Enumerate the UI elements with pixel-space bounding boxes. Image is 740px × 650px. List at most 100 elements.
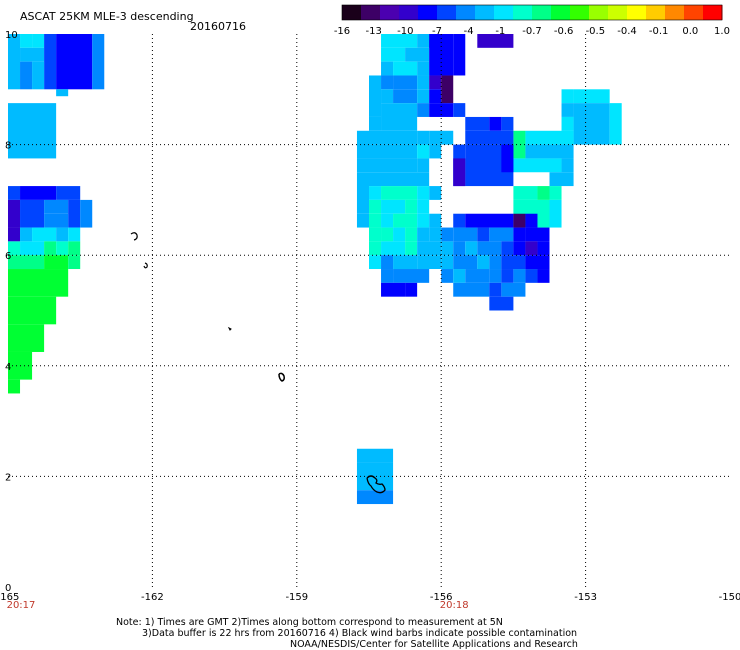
wind-cell: [489, 296, 514, 311]
colorbar-swatch: [646, 5, 666, 20]
wind-cell: [44, 199, 69, 214]
wind-cell: [453, 269, 466, 283]
wind-cell: [513, 186, 538, 200]
wind-cell: [477, 34, 514, 48]
wind-cell: [537, 241, 550, 256]
wind-cell: [393, 213, 418, 228]
colorbar-tick-label: -16: [334, 26, 350, 37]
wind-cell: [453, 213, 466, 228]
wind-cell: [68, 241, 81, 256]
wind-cell: [477, 255, 490, 270]
wind-cell: [369, 241, 382, 256]
wind-cell: [429, 144, 442, 159]
wind-cell: [501, 269, 514, 283]
wind-cell: [381, 186, 418, 200]
wind-data-cells: [8, 34, 622, 505]
colorbar-swatch: [703, 5, 723, 20]
colorbar: [341, 4, 723, 21]
colorbar-tick-label: -0.7: [522, 26, 542, 37]
wind-cell: [8, 186, 21, 200]
wind-cell: [525, 269, 538, 283]
measurement-time-label: 20:17: [7, 600, 36, 611]
wind-cell: [561, 116, 574, 131]
colorbar-swatch: [684, 5, 704, 20]
wind-cell: [417, 75, 430, 90]
colorbar-tick-label: -0.4: [617, 26, 637, 37]
wind-cell: [68, 255, 81, 270]
colorbar-swatch: [361, 5, 381, 20]
wind-cell: [68, 227, 81, 242]
wind-cell: [573, 103, 610, 145]
colorbar-tick-label: -0.1: [649, 26, 669, 37]
wind-cell: [405, 47, 430, 62]
colorbar-swatch: [380, 5, 400, 20]
wind-cell: [453, 34, 466, 76]
wind-cell: [56, 227, 69, 242]
island-outline: [278, 372, 285, 382]
wind-cell: [561, 89, 574, 104]
wind-cell: [513, 130, 526, 159]
wind-cell: [417, 255, 442, 270]
island-outline: [130, 232, 138, 241]
wind-cell: [513, 158, 562, 173]
wind-cell: [356, 462, 394, 491]
wind-cell: [8, 227, 21, 242]
wind-cell: [417, 158, 430, 173]
wind-cell: [525, 241, 538, 256]
wind-cell: [56, 34, 93, 90]
wind-cell: [369, 144, 418, 159]
wind-cell: [465, 116, 490, 131]
note-line-2: 3)Data buffer is 22 hrs from 20160716 4)…: [142, 628, 577, 639]
wind-cell: [20, 241, 45, 256]
wind-cell: [20, 34, 33, 48]
longitude-tick-labels: -165 -162 -159 -156 -153 -150: [0, 592, 740, 603]
wind-cell: [513, 213, 526, 228]
wind-cell: [393, 61, 418, 76]
wind-cell: [417, 227, 430, 242]
colorbar-swatch: [513, 5, 533, 20]
wind-cell: [453, 241, 466, 256]
wind-cell: [417, 213, 430, 228]
latitude-tick-label: 8: [5, 141, 11, 152]
wind-cell: [429, 227, 442, 242]
wind-cell: [381, 241, 406, 256]
wind-cell: [549, 199, 562, 228]
wind-cell: [465, 213, 514, 228]
wind-cell: [405, 241, 418, 256]
latitude-tick-label: 2: [5, 472, 11, 483]
wind-cell: [356, 158, 369, 173]
wind-cell: [32, 34, 45, 48]
wind-cell: [393, 89, 418, 104]
wind-cell: [489, 116, 502, 131]
product-date: 20160716: [190, 20, 246, 33]
longitude-tick-label: -153: [574, 592, 597, 603]
wind-cell: [44, 255, 69, 270]
wind-cell: [8, 103, 57, 159]
colorbar-tick-label: -0.6: [554, 26, 574, 37]
wind-cell: [381, 75, 394, 90]
colorbar-tick-label: -0.5: [586, 26, 606, 37]
longitude-tick-label: -150: [719, 592, 740, 603]
wind-cell: [441, 255, 454, 270]
wind-cell: [501, 116, 514, 131]
colorbar-swatch: [570, 5, 590, 20]
wind-cell: [369, 255, 382, 270]
wind-cell: [20, 61, 33, 90]
wind-cell: [513, 269, 526, 283]
wind-cell: [489, 282, 502, 297]
colorbar-swatch: [665, 5, 685, 20]
wind-cell: [369, 172, 430, 187]
wind-cell: [356, 213, 369, 228]
wind-cell: [20, 199, 45, 228]
wind-cell: [609, 103, 622, 145]
wind-cell: [68, 199, 81, 228]
island-outlines: [130, 232, 386, 494]
colorbar-swatch: [608, 5, 628, 20]
wind-cell: [417, 89, 430, 104]
colorbar-swatch: [418, 5, 438, 20]
wind-cell: [441, 75, 454, 104]
wind-cell: [381, 103, 418, 131]
island-outline: [143, 262, 148, 269]
wind-cell: [8, 324, 45, 352]
wind-cell: [561, 158, 574, 173]
